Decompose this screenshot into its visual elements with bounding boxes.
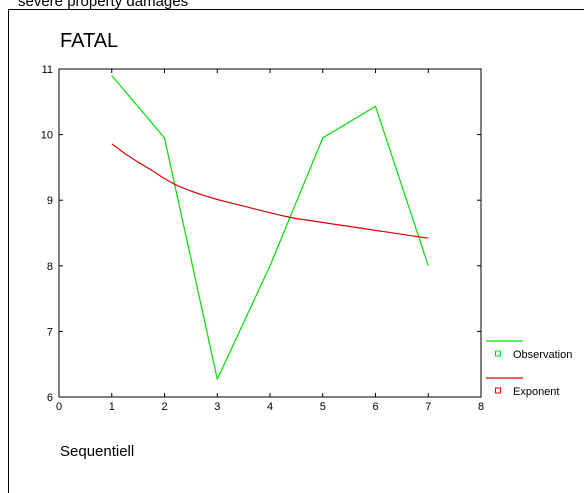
legend-marker-observation <box>495 350 501 357</box>
chart-title: FATAL <box>60 30 119 52</box>
x-tick-label: 8 <box>478 401 484 413</box>
chart-frame <box>8 9 584 493</box>
y-tick-label: 9 <box>47 195 53 207</box>
y-tick-label: 8 <box>47 261 53 273</box>
top-caption: severe property damages <box>18 0 189 10</box>
x-tick-label: 1 <box>109 401 115 413</box>
series-group <box>111 75 429 380</box>
series-line-exponent <box>111 143 429 239</box>
legend: Observation Exponent <box>486 340 572 398</box>
y-tick-label: 11 <box>42 64 53 76</box>
legend-marker-exponent <box>495 387 501 394</box>
x-tick-label: 5 <box>320 401 326 413</box>
x-tick-label: 0 <box>56 401 62 413</box>
legend-label-exponent: Exponent <box>513 386 559 398</box>
x-tick-label: 7 <box>425 401 431 413</box>
y-tick-label: 10 <box>41 130 53 142</box>
y-tick-label: 7 <box>47 326 53 338</box>
y-tick-label: 6 <box>47 392 53 404</box>
axis-ticks: 6 7 8 9 10 11 0 1 2 3 4 5 6 7 8 <box>41 64 484 413</box>
x-tick-label: 6 <box>372 401 378 413</box>
legend-label-observation: Observation <box>513 349 572 361</box>
x-tick-label: 2 <box>161 401 167 413</box>
series-line-observation <box>111 75 429 380</box>
x-tick-label: 3 <box>214 401 220 413</box>
x-axis-label: Sequentiell <box>60 443 135 460</box>
x-tick-label: 4 <box>267 401 273 413</box>
